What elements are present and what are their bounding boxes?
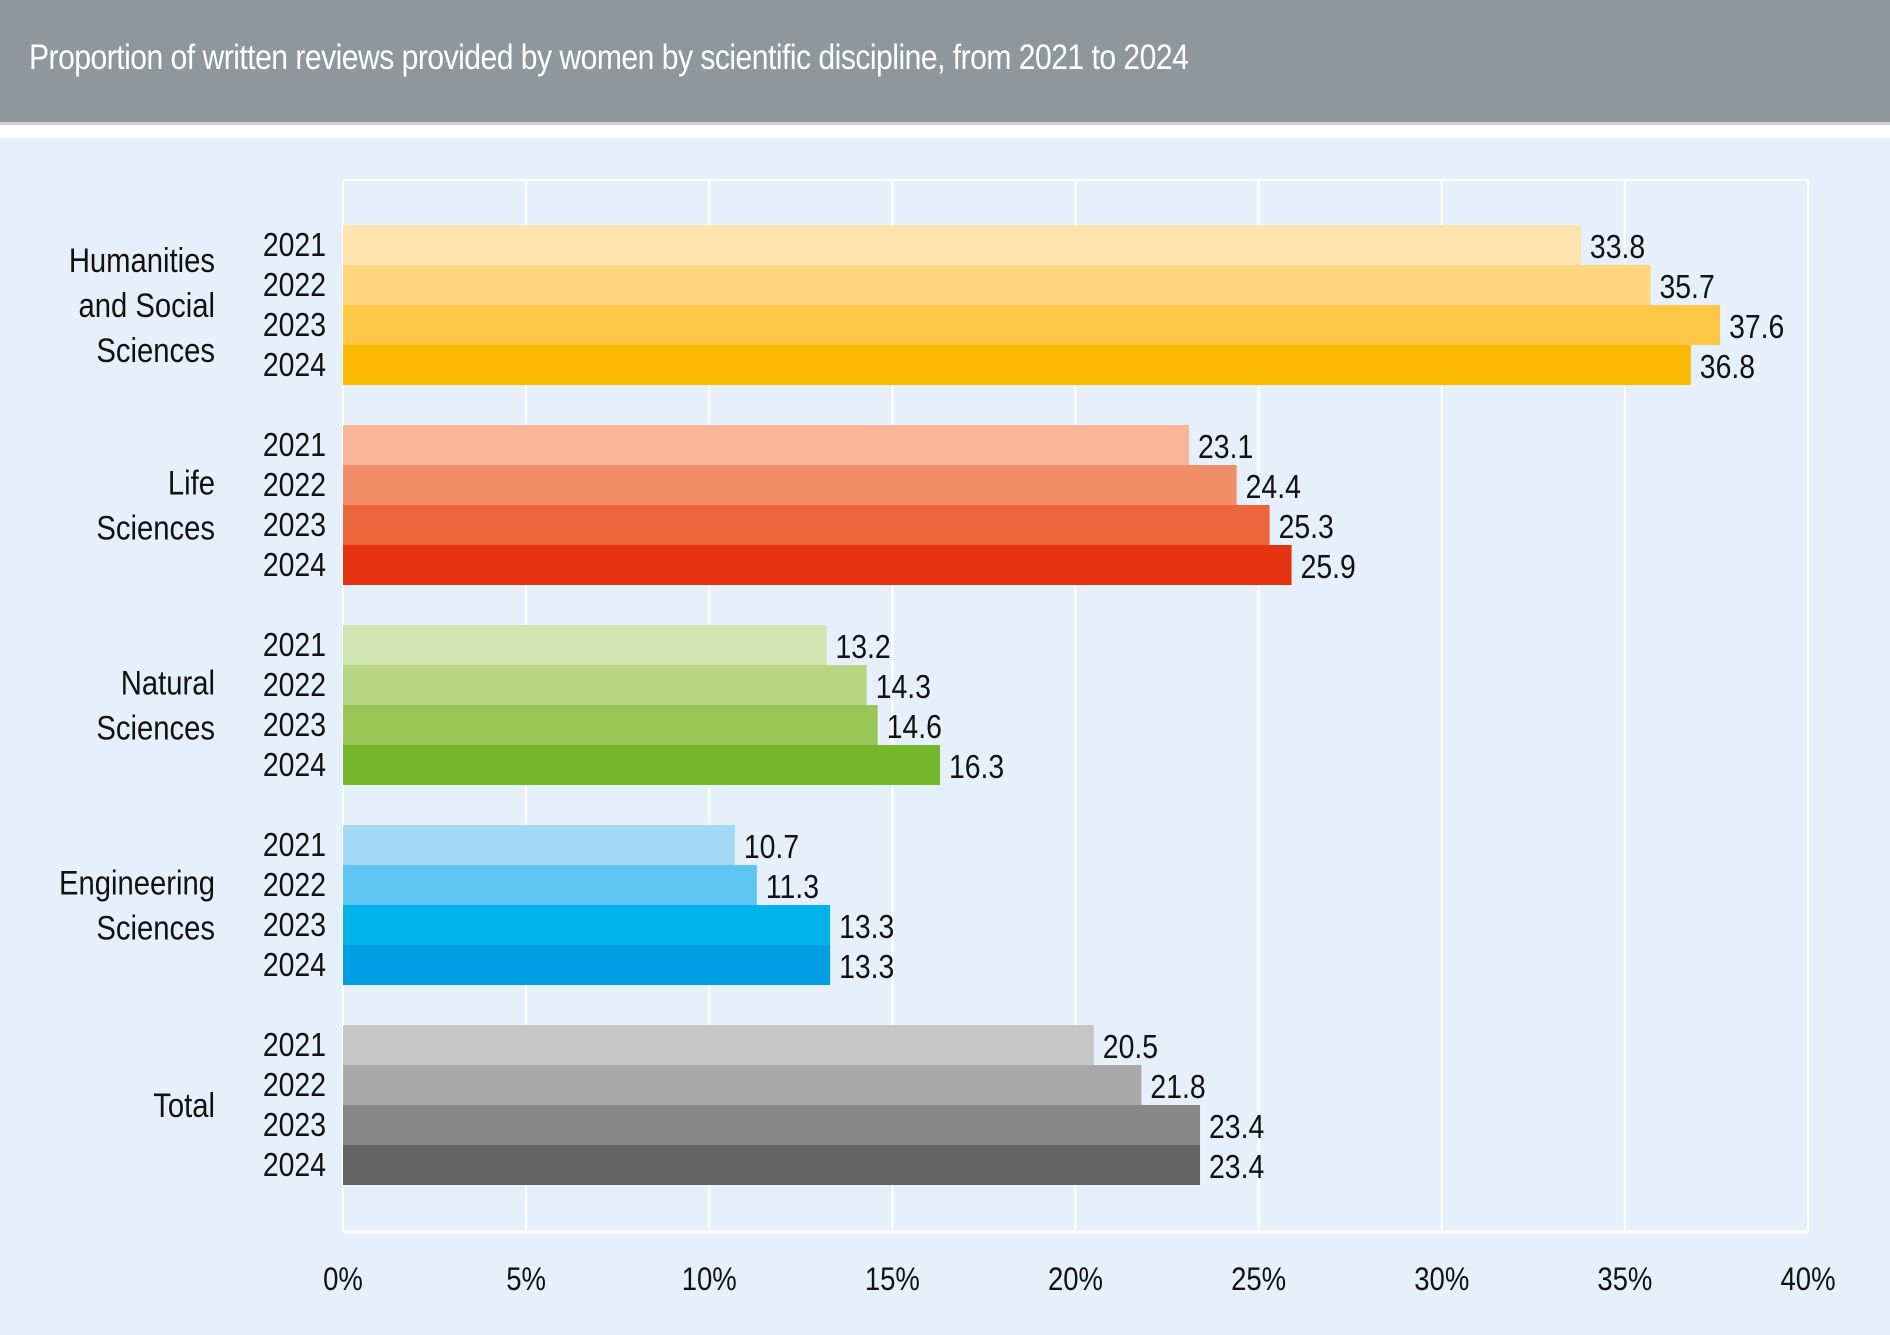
category-label: Sciences bbox=[96, 708, 215, 747]
value-label: 11.3 bbox=[766, 868, 819, 906]
value-label: 23.4 bbox=[1209, 1108, 1264, 1146]
value-label: 10.7 bbox=[744, 828, 799, 866]
category-label: Sciences bbox=[96, 508, 215, 547]
value-label: 13.2 bbox=[835, 628, 890, 666]
value-label: 13.3 bbox=[839, 948, 894, 986]
x-tick-label: 25% bbox=[1231, 1262, 1286, 1297]
value-label: 37.6 bbox=[1729, 308, 1784, 346]
category-label: and Social bbox=[79, 286, 215, 325]
bar bbox=[343, 225, 1581, 265]
bar bbox=[343, 865, 757, 905]
bar bbox=[343, 665, 867, 705]
bar bbox=[343, 425, 1190, 465]
year-label: 2021 bbox=[263, 226, 326, 264]
bar bbox=[343, 905, 831, 945]
x-tick-label: 10% bbox=[682, 1262, 737, 1297]
bar bbox=[343, 1105, 1201, 1145]
bar bbox=[343, 945, 831, 985]
year-label: 2023 bbox=[263, 306, 326, 344]
bar bbox=[343, 265, 1651, 305]
bar bbox=[343, 465, 1237, 505]
year-label: 2024 bbox=[263, 1146, 326, 1184]
value-label: 23.4 bbox=[1209, 1148, 1264, 1186]
x-tick-label: 35% bbox=[1597, 1262, 1652, 1297]
header-divider bbox=[0, 122, 1890, 125]
bar bbox=[343, 345, 1691, 385]
bar bbox=[343, 1145, 1201, 1185]
year-label: 2023 bbox=[263, 906, 326, 944]
value-label: 16.3 bbox=[949, 748, 1004, 786]
value-label: 20.5 bbox=[1103, 1028, 1158, 1066]
x-tick-label: 30% bbox=[1414, 1262, 1469, 1297]
category-label: Total bbox=[153, 1086, 215, 1125]
year-label: 2024 bbox=[263, 746, 326, 784]
year-label: 2023 bbox=[263, 506, 326, 544]
bar bbox=[343, 545, 1292, 585]
value-label: 23.1 bbox=[1198, 428, 1253, 466]
year-label: 2022 bbox=[263, 666, 326, 704]
category-label: Life bbox=[168, 463, 215, 502]
category-label: Sciences bbox=[96, 331, 215, 370]
category-label: Engineering bbox=[59, 863, 215, 902]
value-label: 13.3 bbox=[839, 908, 894, 946]
category-label: Sciences bbox=[96, 908, 215, 947]
bar bbox=[343, 705, 878, 745]
bar bbox=[343, 745, 940, 785]
value-label: 25.3 bbox=[1279, 508, 1334, 546]
bar bbox=[343, 825, 735, 865]
year-label: 2024 bbox=[263, 946, 326, 984]
x-tick-label: 20% bbox=[1048, 1262, 1103, 1297]
year-label: 2024 bbox=[263, 346, 326, 384]
x-tick-label: 15% bbox=[865, 1262, 920, 1297]
bar bbox=[343, 505, 1270, 545]
x-axis: 0% 5% 10% 15% 20% 25% 30% 35% 40% bbox=[323, 1262, 1835, 1297]
labels: 2021 33.8 2022 35.7 2023 37.6 2024 36.8 Humaniti… bbox=[59, 226, 1784, 1186]
year-label: 2022 bbox=[263, 266, 326, 304]
value-label: 21.8 bbox=[1150, 1068, 1205, 1106]
year-label: 2023 bbox=[263, 706, 326, 744]
year-label: 2022 bbox=[263, 466, 326, 504]
x-tick-label: 5% bbox=[506, 1262, 546, 1297]
year-label: 2021 bbox=[263, 426, 326, 464]
value-label: 33.8 bbox=[1590, 228, 1645, 266]
value-label: 25.9 bbox=[1301, 548, 1356, 586]
bar bbox=[343, 1065, 1142, 1105]
category-label: Humanities bbox=[69, 241, 215, 280]
chart-header: Proportion of written reviews provided b… bbox=[0, 0, 1890, 122]
year-label: 2021 bbox=[263, 826, 326, 864]
year-label: 2023 bbox=[263, 1106, 326, 1144]
bar bbox=[343, 305, 1721, 345]
chart-title: Proportion of written reviews provided b… bbox=[29, 38, 1189, 77]
year-label: 2022 bbox=[263, 866, 326, 904]
year-label: 2021 bbox=[263, 626, 326, 664]
bar bbox=[343, 625, 827, 665]
value-label: 35.7 bbox=[1660, 268, 1715, 306]
value-label: 14.3 bbox=[876, 668, 931, 706]
category-label: Natural bbox=[121, 663, 215, 702]
year-label: 2024 bbox=[263, 546, 326, 584]
bars bbox=[343, 225, 1721, 1185]
year-label: 2022 bbox=[263, 1066, 326, 1104]
value-label: 24.4 bbox=[1246, 468, 1301, 506]
bar bbox=[343, 1025, 1094, 1065]
year-label: 2021 bbox=[263, 1026, 326, 1064]
x-tick-label: 40% bbox=[1780, 1262, 1835, 1297]
value-label: 36.8 bbox=[1700, 348, 1755, 386]
x-tick-label: 0% bbox=[323, 1262, 363, 1297]
value-label: 14.6 bbox=[887, 708, 942, 746]
